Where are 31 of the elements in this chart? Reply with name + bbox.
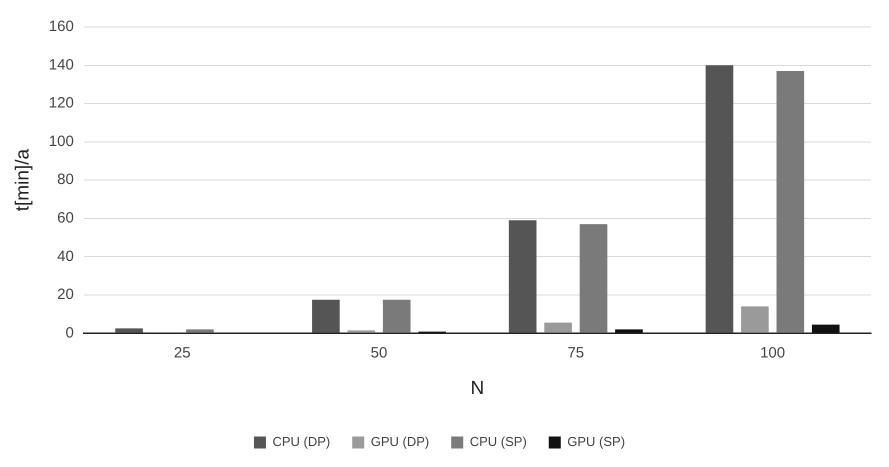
x-tick-label: 75 bbox=[567, 344, 584, 362]
y-tick-label: 20 bbox=[57, 286, 74, 304]
bar bbox=[706, 65, 734, 333]
y-tick-label: 40 bbox=[57, 248, 74, 265]
bar bbox=[580, 224, 608, 333]
bar bbox=[776, 71, 804, 333]
bar bbox=[508, 220, 536, 333]
y-tick-label: 100 bbox=[48, 132, 74, 150]
y-tick-label: 0 bbox=[65, 324, 74, 342]
bar bbox=[312, 300, 340, 333]
bar bbox=[115, 328, 143, 333]
y-tick-label: 120 bbox=[48, 94, 74, 112]
bar bbox=[615, 329, 643, 333]
legend-label: GPU (SP) bbox=[567, 434, 626, 450]
y-axis-title: t[min]/a bbox=[12, 148, 34, 212]
x-tick-label: 25 bbox=[174, 344, 191, 362]
legend-label: CPU (DP) bbox=[272, 434, 330, 450]
y-tick-label: 140 bbox=[48, 56, 74, 74]
bar bbox=[544, 322, 572, 333]
x-tick-label: 50 bbox=[370, 344, 388, 362]
legend-label: CPU (SP) bbox=[470, 434, 527, 450]
bar bbox=[812, 324, 840, 333]
bar bbox=[186, 329, 214, 333]
y-tick-label: 60 bbox=[57, 210, 74, 227]
x-tick-label: 100 bbox=[760, 344, 786, 362]
y-tick-label: 160 bbox=[48, 18, 74, 36]
bar bbox=[382, 300, 411, 333]
y-tick-label: 80 bbox=[57, 171, 74, 188]
x-axis-title: N bbox=[470, 378, 484, 399]
bar bbox=[741, 306, 769, 333]
legend-label: GPU (DP) bbox=[370, 434, 430, 450]
